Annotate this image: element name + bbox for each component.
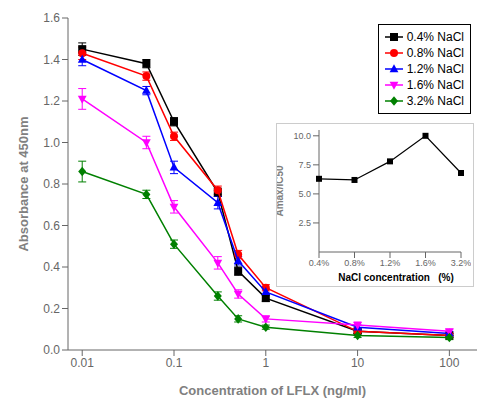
svg-text:10: 10 — [351, 356, 365, 370]
svg-text:1.0: 1.0 — [43, 136, 60, 150]
svg-text:0.0: 0.0 — [43, 343, 60, 357]
html-text:3.2% NaCl: 3.2% NaCl — [406, 94, 464, 108]
html-text:1.6% NaCl: 1.6% NaCl — [406, 78, 464, 92]
svg-text:1.6: 1.6 — [43, 11, 60, 25]
svg-text:0.8: 0.8 — [43, 177, 60, 191]
html-text:0.8% NaCl: 0.8% NaCl — [406, 46, 464, 60]
svg-text:7.5: 7.5 — [298, 160, 311, 170]
svg-text:3.2%: 3.2% — [451, 258, 471, 268]
svg-text:1.4: 1.4 — [43, 53, 60, 67]
svg-text:2.5: 2.5 — [298, 218, 311, 228]
svg-text:10.0: 10.0 — [293, 131, 311, 141]
svg-text:Absorbance at 450nm: Absorbance at 450nm — [16, 116, 31, 251]
svg-text:0.4%: 0.4% — [309, 258, 330, 268]
html-text:0.4% NaCl: 0.4% NaCl — [406, 30, 464, 44]
svg-text:1.2: 1.2 — [43, 94, 60, 108]
svg-text:0.1: 0.1 — [166, 356, 183, 370]
svg-text:100: 100 — [439, 356, 459, 370]
svg-text:0.8%: 0.8% — [344, 258, 365, 268]
svg-text:0.2: 0.2 — [43, 302, 60, 316]
svg-text:0.6: 0.6 — [43, 219, 60, 233]
html-text:NaCl concentration (%): NaCl concentration (%) — [338, 272, 454, 283]
svg-text:5.0: 5.0 — [298, 189, 311, 199]
svg-text:1: 1 — [262, 356, 269, 370]
svg-text:0.4: 0.4 — [43, 260, 60, 274]
svg-text:1.2%: 1.2% — [380, 258, 401, 268]
html-text:1.2% NaCl: 1.2% NaCl — [406, 62, 464, 76]
svg-text:0.01: 0.01 — [71, 356, 95, 370]
svg-text:Concentration of LFLX (ng/ml): Concentration of LFLX (ng/ml) — [179, 383, 366, 398]
svg-text:1.6%: 1.6% — [415, 258, 436, 268]
svg-text:Amax/IC50: Amax/IC50 — [277, 165, 285, 217]
